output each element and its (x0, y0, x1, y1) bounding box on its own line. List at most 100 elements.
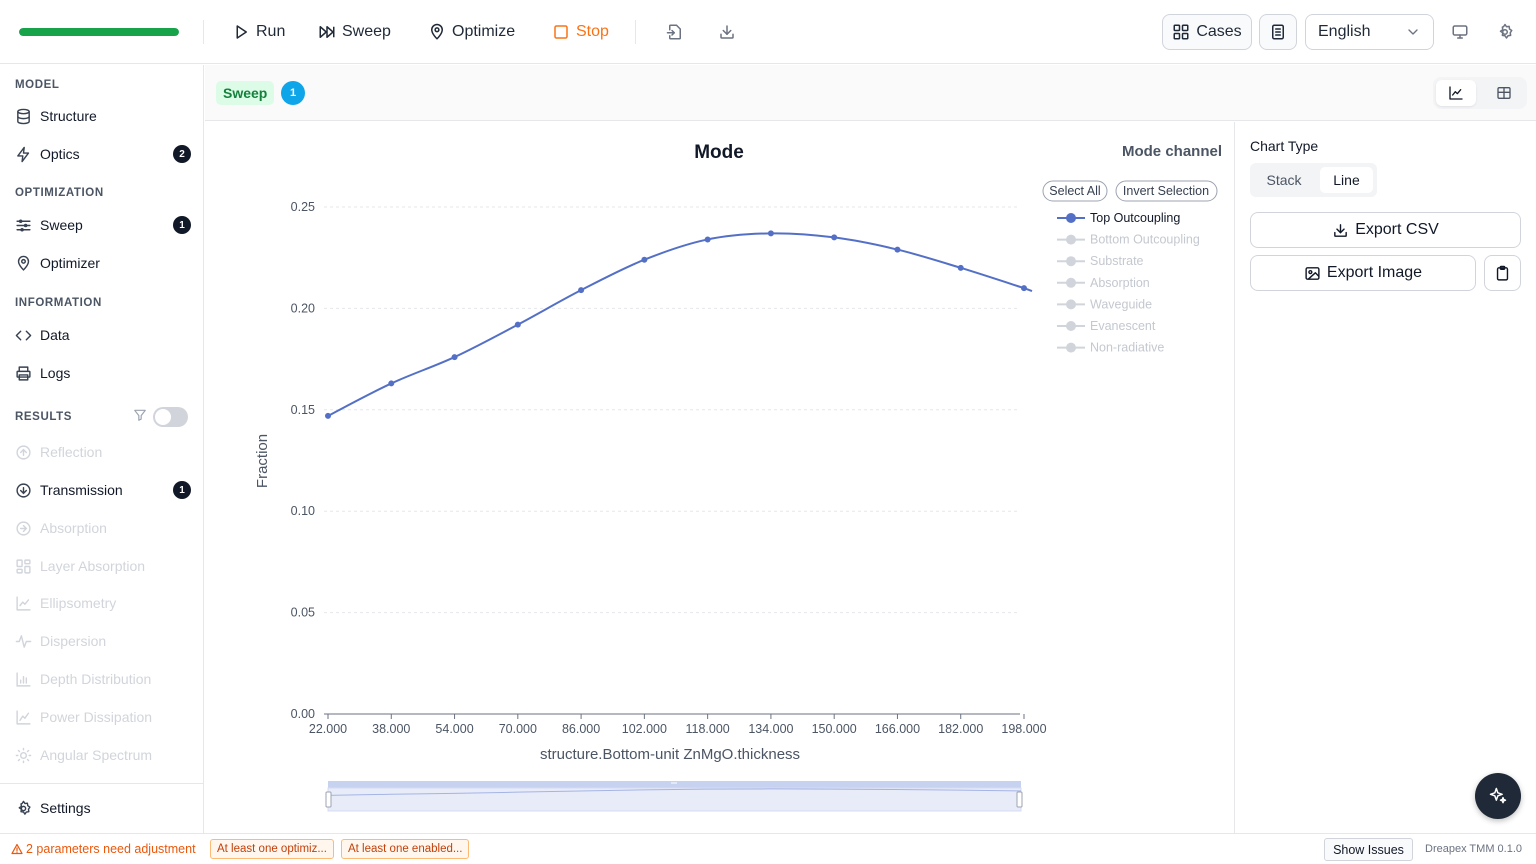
results-filter-toggle[interactable] (153, 407, 188, 427)
legend-marker[interactable] (1066, 299, 1076, 310)
sidebar-item-label: Sweep (40, 217, 83, 233)
legend-entry[interactable]: Substrate (1090, 254, 1144, 268)
sidebar-item-logs[interactable]: Logs (15, 359, 191, 387)
sparkle-icon (1489, 787, 1507, 804)
data-point[interactable] (894, 246, 901, 253)
sidebar-item-sweep[interactable]: Sweep 1 (15, 211, 191, 239)
optimize-button[interactable]: Optimize (428, 18, 515, 46)
show-issues-button[interactable]: Show Issues (1324, 838, 1413, 861)
chart-title: Mode (694, 142, 744, 163)
gear-icon (18, 800, 31, 815)
data-point[interactable] (957, 264, 964, 271)
zoom-handle-left[interactable] (325, 791, 332, 808)
copy-image-button[interactable] (1484, 255, 1521, 291)
cases-button[interactable]: Cases (1162, 14, 1252, 50)
data-point[interactable] (1021, 285, 1027, 292)
monitor-icon (1452, 25, 1468, 39)
data-point[interactable] (704, 236, 711, 243)
sidebar-item-settings[interactable]: Settings (15, 794, 191, 822)
data-point[interactable] (325, 412, 331, 419)
legend-entry[interactable]: Evanescent (1090, 319, 1156, 333)
sidebar-item-label: Power Dissipation (40, 709, 153, 725)
warning-chip[interactable]: At least one enabled... (341, 839, 470, 859)
x-tick-label: 102.000 (622, 722, 667, 736)
sidebar-item-label: Ellipsometry (40, 595, 117, 611)
sidebar-item-power-dissipation: Power Dissipation (15, 703, 191, 731)
run-button[interactable]: Run (232, 18, 285, 46)
stack-option[interactable]: Stack (1266, 172, 1302, 188)
filter-icon[interactable] (133, 408, 147, 422)
invert-selection-button[interactable] (1115, 180, 1218, 202)
language-select[interactable]: English (1305, 14, 1434, 50)
legend-entry[interactable]: Top Outcoupling (1090, 211, 1180, 225)
version-label: Dreapex TMM 0.1.0 (1425, 843, 1523, 855)
chart-area: Mode Mode channel 0.00 0.05 0.10 0.15 0.20 0.25… (205, 122, 1233, 833)
stop-button[interactable]: Stop (552, 18, 609, 46)
warning-message[interactable]: 2 parameters need adjustment (11, 842, 196, 856)
y-tick-label: 0.25 (291, 200, 315, 214)
sweep-button[interactable]: Sweep (318, 18, 391, 46)
mode-chart: Mode Mode channel 0.00 0.05 0.10 0.15 0.20 0.25… (254, 142, 1222, 812)
sidebar-item-label: Dispersion (40, 633, 107, 649)
code-icon (15, 330, 32, 340)
sidebar-item-structure[interactable]: Structure (15, 102, 191, 130)
chart-view-button[interactable] (1436, 80, 1476, 106)
legend-marker[interactable] (1066, 256, 1076, 267)
line-chart-icon (16, 595, 31, 611)
data-point[interactable] (514, 321, 521, 328)
legend-entry[interactable]: Absorption (1090, 276, 1150, 290)
legend-marker[interactable] (1066, 321, 1076, 331)
database-icon (17, 108, 30, 124)
ai-assistant-button[interactable] (1475, 773, 1521, 819)
zoom-handle-right[interactable] (1016, 791, 1023, 808)
table-icon (1497, 87, 1511, 99)
sidebar-item-dispersion: Dispersion (15, 627, 191, 655)
count-badge: 2 (173, 145, 191, 163)
select-all-button[interactable] (1042, 180, 1108, 202)
legend-entry[interactable]: Non-radiative (1090, 341, 1164, 355)
y-axis-label: Fraction (254, 434, 271, 488)
export-image-button[interactable]: Export Image (1250, 255, 1476, 291)
series-line (327, 232, 1033, 417)
legend-marker[interactable] (1066, 277, 1076, 288)
export-csv-label: Export CSV (1355, 221, 1439, 238)
legend-marker[interactable] (1066, 342, 1076, 353)
settings-button[interactable] (1493, 20, 1517, 44)
data-point[interactable] (767, 230, 774, 237)
data-point[interactable] (641, 256, 648, 263)
layout-grid-icon (16, 558, 31, 574)
legend-entry[interactable]: Bottom Outcoupling (1090, 233, 1200, 247)
data-point[interactable] (831, 234, 838, 241)
import-button[interactable] (663, 20, 687, 44)
line-option[interactable]: Line (1320, 167, 1373, 193)
export-csv-button[interactable]: Export CSV (1250, 212, 1521, 248)
data-point[interactable] (388, 380, 395, 387)
x-tick-label: 38.000 (372, 722, 410, 736)
section-heading-model: MODEL (15, 79, 60, 91)
sidebar-item-label: Transmission (40, 482, 123, 498)
sidebar-item-transmission[interactable]: Transmission 1 (15, 476, 191, 504)
warning-chip[interactable]: At least one optimiz... (210, 839, 334, 859)
data-point[interactable] (451, 354, 458, 361)
legend-entry[interactable]: Waveguide (1090, 297, 1152, 311)
document-button[interactable] (1259, 14, 1297, 50)
invert-selection-label: Invert Selection (1123, 184, 1209, 198)
data-point[interactable] (578, 287, 585, 294)
optimize-label: Optimize (452, 23, 516, 40)
sidebar-item-optics[interactable]: Optics 2 (15, 140, 191, 168)
legend-marker[interactable] (1066, 213, 1076, 223)
legend-marker[interactable] (1066, 234, 1076, 245)
sweep-tag[interactable]: Sweep (216, 81, 275, 105)
zoom-slider-window[interactable] (327, 787, 1022, 812)
view-toggle (1433, 77, 1527, 109)
display-button[interactable] (1448, 20, 1472, 44)
sidebar-item-data[interactable]: Data (15, 321, 191, 349)
section-heading-results: RESULTS (15, 411, 73, 423)
sidebar-item-optimizer[interactable]: Optimizer (15, 249, 191, 277)
download-button[interactable] (715, 20, 739, 44)
select-all-label: Select All (1049, 184, 1100, 198)
zoom-slider-track[interactable] (328, 781, 1021, 790)
arrow-down-circle-icon (16, 482, 31, 498)
language-value: English (1318, 23, 1371, 40)
table-view-button[interactable] (1484, 80, 1524, 106)
